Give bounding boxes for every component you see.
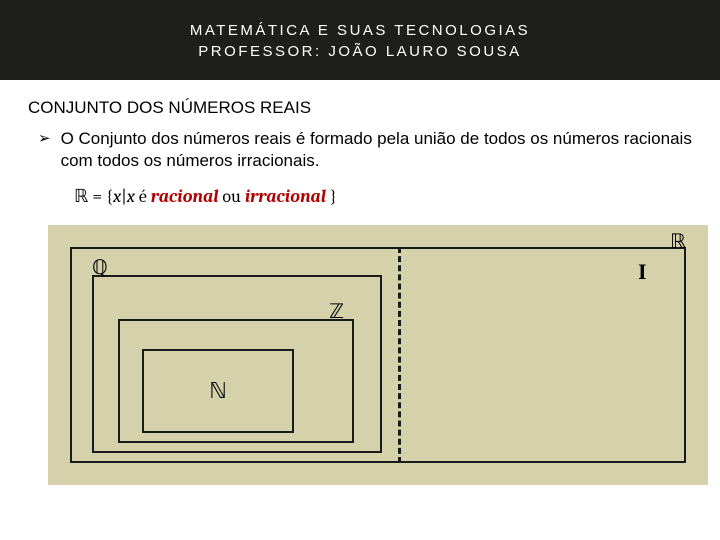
set-box-N: ℕ <box>142 349 294 433</box>
formula-or: ou <box>218 186 244 207</box>
bullet-text: O Conjunto dos números reais é formado p… <box>61 128 692 172</box>
set-label-Q: ℚ <box>92 255 108 279</box>
header-line-2: PROFESSOR: JOÃO LAURO SOUSA <box>0 43 720 60</box>
symbol-R: ℝ <box>74 186 88 207</box>
set-definition-formula: ℝ = {x|x é racional ou irracional } <box>28 186 692 207</box>
set-label-R: ℝ <box>670 229 686 253</box>
formula-word-racional: racional <box>151 186 219 207</box>
header-line-1: MATEMÁTICA E SUAS TECNOLOGIAS <box>0 22 720 39</box>
bullet-arrow-icon: ➢ <box>38 128 51 150</box>
formula-verb: é <box>135 186 151 207</box>
set-label-Z: ℤ <box>329 299 344 323</box>
formula-var-x: x <box>113 186 121 207</box>
section-title: CONJUNTO DOS NÚMEROS REAIS <box>28 98 692 118</box>
formula-close-brace: } <box>326 186 337 207</box>
formula-var-x2: x <box>127 186 135 207</box>
irrational-divider <box>398 247 401 463</box>
bullet-item: ➢ O Conjunto dos números reais é formado… <box>28 128 692 172</box>
diagram-container: ℝ I ℚ ℤ ℕ <box>28 225 692 485</box>
formula-word-irracional: irracional <box>245 186 326 207</box>
number-sets-diagram: ℝ I ℚ ℤ ℕ <box>48 225 708 485</box>
slide-body: CONJUNTO DOS NÚMEROS REAIS ➢ O Conjunto … <box>0 80 720 485</box>
set-label-N: ℕ <box>209 378 227 404</box>
set-label-I: I <box>638 259 647 285</box>
slide-header: MATEMÁTICA E SUAS TECNOLOGIAS PROFESSOR:… <box>0 0 720 80</box>
formula-eq: = <box>88 186 106 207</box>
